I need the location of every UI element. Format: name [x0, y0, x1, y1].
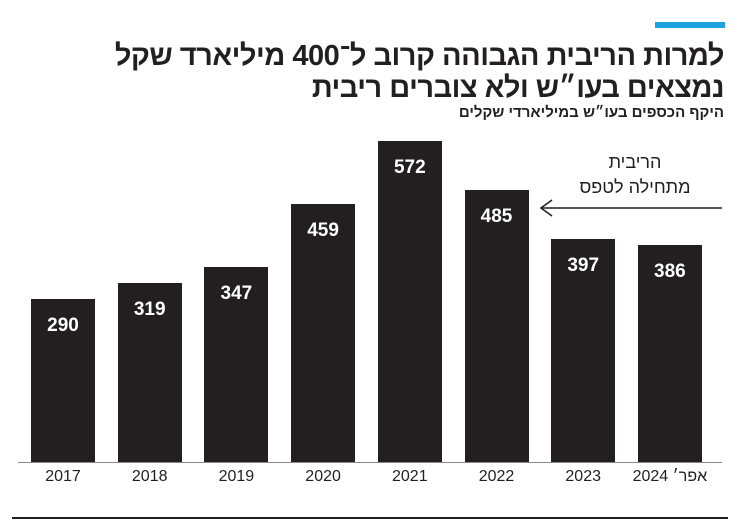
value-label: 397	[567, 255, 600, 277]
x-tick-label: 2021	[392, 468, 428, 485]
value-label: 485	[480, 205, 513, 227]
bar	[377, 141, 442, 462]
bar	[464, 189, 529, 462]
annotation: מתחילה לטפס	[579, 177, 691, 197]
bar	[117, 282, 182, 462]
x-tick-label: 2017	[45, 468, 81, 485]
bar	[637, 245, 702, 462]
chart-title: נמצאים בעו״ש ולא צוברים ריבית	[311, 72, 725, 104]
x-tick-label: אפר׳ 2024	[632, 468, 708, 485]
value-label: 319	[133, 298, 166, 320]
bar	[551, 239, 616, 462]
chart-subtitle: היקף הכספים בעו״ש במיליארדי שקלים	[458, 104, 724, 121]
bar	[31, 299, 95, 462]
value-label: 572	[393, 157, 426, 178]
x-tick-label: 2018	[131, 468, 168, 485]
x-tick-label: 2020	[305, 468, 341, 485]
accent-bar	[655, 22, 725, 28]
annotation: הריבית	[608, 152, 662, 172]
value-label: 459	[307, 220, 339, 242]
bar	[291, 204, 356, 462]
x-tick-label: 2023	[565, 468, 601, 485]
arrow-head	[539, 199, 553, 217]
value-label: 290	[47, 315, 79, 337]
value-label: 347	[220, 283, 253, 305]
value-label: 386	[654, 261, 686, 283]
x-tick-label: 2019	[218, 468, 255, 485]
x-tick-label: 2022	[478, 468, 515, 485]
chart-title: למרות הריבית הגבוהה קרוב ל־400 מיליארד ש…	[114, 40, 725, 72]
bar	[204, 267, 269, 462]
